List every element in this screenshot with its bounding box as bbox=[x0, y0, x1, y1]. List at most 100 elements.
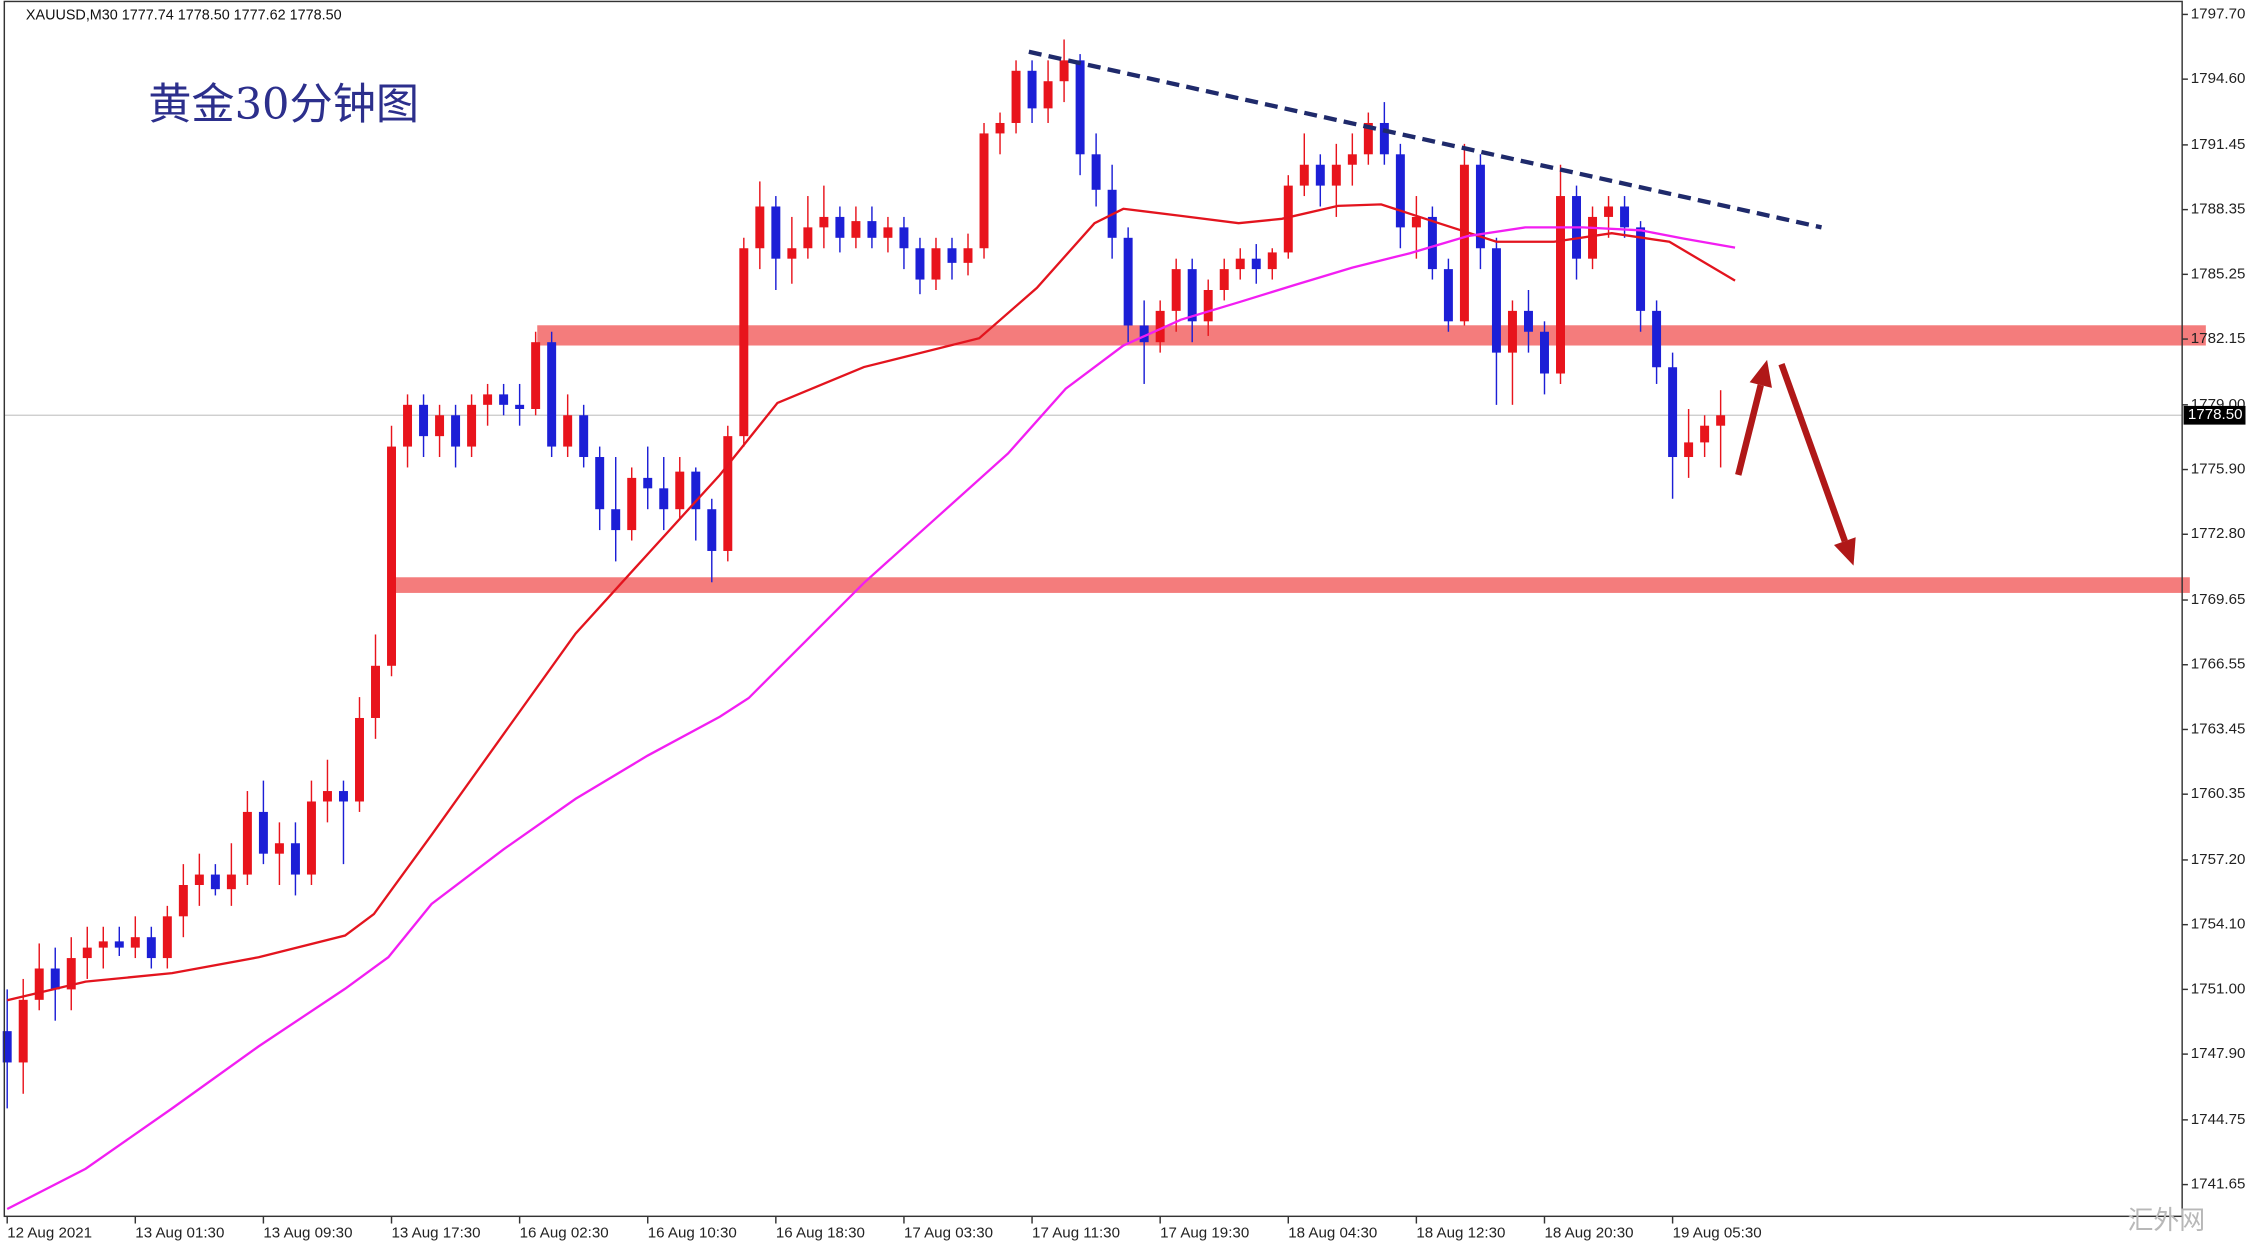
candle-body bbox=[435, 415, 445, 437]
candle-body bbox=[1700, 425, 1710, 443]
candle-body bbox=[787, 248, 797, 259]
x-tick-label: 16 Aug 10:30 bbox=[648, 1225, 737, 1242]
candle-body bbox=[162, 916, 172, 959]
y-tick-label: 1763.45 bbox=[2191, 720, 2246, 737]
candle-body bbox=[98, 941, 108, 948]
candle-body bbox=[867, 221, 877, 238]
symbol-header: XAUUSD,M30 1777.74 1778.50 1777.62 1778.… bbox=[26, 8, 342, 24]
candle-body bbox=[835, 216, 845, 238]
candle-body bbox=[627, 477, 637, 531]
x-tick-label: 12 Aug 2021 bbox=[7, 1225, 92, 1242]
candle-body bbox=[1267, 252, 1277, 270]
candle-body bbox=[1123, 237, 1133, 326]
candle-body bbox=[1684, 442, 1694, 458]
candle-body bbox=[499, 394, 509, 405]
candle-body bbox=[146, 937, 156, 959]
candle-body bbox=[1155, 310, 1165, 343]
candle-body bbox=[819, 216, 829, 228]
last-price-label: 1778.50 bbox=[2188, 406, 2243, 423]
candle-body bbox=[1203, 289, 1213, 322]
candle-body bbox=[419, 404, 429, 437]
candle-body bbox=[851, 221, 861, 238]
x-tick-label: 17 Aug 11:30 bbox=[1032, 1225, 1120, 1242]
axis-layer: 1797.70 1794.60 1791.45 1788.35 1785.25 1782.… bbox=[6, 5, 2246, 1242]
candle-body bbox=[322, 791, 332, 802]
candle-body bbox=[66, 958, 76, 990]
candle-body bbox=[1219, 269, 1229, 290]
candle-body bbox=[1652, 310, 1662, 368]
candle-body bbox=[1395, 154, 1405, 228]
y-tick-label: 1794.60 bbox=[2191, 70, 2246, 87]
moving-average bbox=[6, 203, 1736, 1002]
y-tick-label: 1769.65 bbox=[2191, 591, 2246, 608]
candle-body bbox=[1251, 258, 1261, 270]
candle-body bbox=[1027, 70, 1037, 109]
y-tick-label: 1782.15 bbox=[2191, 330, 2246, 347]
arrow-shaft bbox=[1735, 384, 1764, 476]
y-tick-label: 1760.35 bbox=[2191, 785, 2246, 802]
candle-body bbox=[1363, 122, 1373, 155]
candle-body bbox=[1091, 154, 1101, 190]
candle-body bbox=[947, 248, 957, 263]
candle-body bbox=[210, 874, 220, 890]
support-zone bbox=[537, 325, 2206, 346]
support-zone bbox=[388, 577, 2190, 593]
trendline bbox=[1028, 49, 1822, 230]
candle-body bbox=[242, 811, 252, 875]
candle-body bbox=[1043, 81, 1053, 109]
candle-body bbox=[1556, 196, 1565, 374]
y-tick-label: 1785.25 bbox=[2191, 265, 2246, 282]
front-layer bbox=[1028, 49, 1856, 566]
candle-body bbox=[1139, 325, 1149, 343]
x-tick-label: 17 Aug 03:30 bbox=[904, 1225, 993, 1242]
candle-body bbox=[467, 404, 477, 447]
candle-body bbox=[723, 436, 733, 551]
candle-body bbox=[563, 415, 573, 447]
x-tick-label: 16 Aug 18:30 bbox=[776, 1225, 865, 1242]
candle-body bbox=[1507, 310, 1517, 353]
candle-body bbox=[82, 947, 92, 959]
candle-body bbox=[979, 133, 989, 249]
x-tick-label: 13 Aug 17:30 bbox=[392, 1225, 481, 1242]
candle-body bbox=[899, 227, 909, 249]
candle-body bbox=[1443, 269, 1453, 322]
last-price-box bbox=[2183, 405, 2246, 425]
x-tick-label: 18 Aug 12:30 bbox=[1416, 1225, 1505, 1242]
candle-body bbox=[1299, 164, 1309, 186]
arrow-head bbox=[1833, 537, 1856, 566]
candle-body bbox=[739, 248, 749, 437]
candle-body bbox=[1427, 216, 1437, 270]
candle-body bbox=[643, 477, 653, 489]
y-tick-label: 1797.70 bbox=[2191, 5, 2246, 22]
candle-body bbox=[1540, 331, 1549, 374]
y-tick-label: 1751.00 bbox=[2191, 980, 2246, 997]
candle-body bbox=[194, 874, 204, 885]
back-layer bbox=[4, 325, 2206, 593]
candle-body bbox=[130, 937, 140, 948]
candle-body bbox=[50, 968, 60, 990]
candle-body bbox=[931, 248, 941, 280]
candle-body bbox=[178, 884, 188, 917]
mid-layer bbox=[2, 39, 1736, 1211]
candle-body bbox=[1620, 206, 1630, 228]
y-tick-label: 1772.80 bbox=[2191, 525, 2246, 542]
candle-body bbox=[691, 471, 701, 510]
candle-body bbox=[1668, 367, 1678, 458]
candle-body bbox=[451, 415, 461, 447]
y-tick-label: 1766.55 bbox=[2191, 656, 2246, 673]
candle-body bbox=[963, 248, 973, 263]
moving-average bbox=[6, 226, 1736, 1211]
candle-body bbox=[1716, 415, 1726, 426]
x-tick-label: 18 Aug 20:30 bbox=[1544, 1225, 1633, 1242]
candle-body bbox=[579, 415, 589, 458]
arrow-head bbox=[1749, 359, 1772, 388]
candle-body bbox=[531, 342, 541, 409]
candle-body bbox=[915, 248, 925, 280]
candle-body bbox=[755, 206, 765, 249]
x-tick-label: 13 Aug 09:30 bbox=[263, 1225, 352, 1242]
y-tick-label: 1757.20 bbox=[2191, 851, 2246, 868]
candle-body bbox=[675, 471, 685, 510]
y-tick-label: 1741.65 bbox=[2191, 1176, 2246, 1193]
